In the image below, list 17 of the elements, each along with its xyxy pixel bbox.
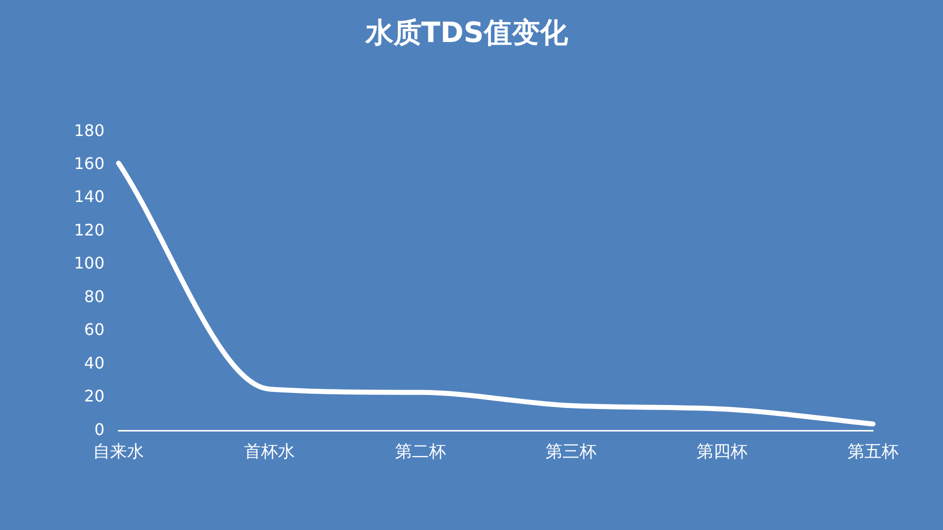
x-tick-label: 首杯水 <box>244 442 295 462</box>
y-tick-label: 100 <box>74 254 105 273</box>
y-tick-label: 180 <box>74 120 105 140</box>
y-tick-label: 140 <box>74 187 105 206</box>
x-tick-label: 第五杯 <box>848 442 898 462</box>
y-tick-label: 20 <box>84 386 105 406</box>
x-tick-label: 第二杯 <box>394 442 446 462</box>
x-tick-label: 自来水 <box>93 442 144 462</box>
y-tick-label: 80 <box>84 286 105 306</box>
y-tick-label: 60 <box>84 320 105 340</box>
y-tick-label: 120 <box>74 220 105 240</box>
y-tick-label: 160 <box>74 154 105 173</box>
x-tick-label: 第四杯 <box>696 442 748 462</box>
chart-title: 水质TDS值变化 <box>364 16 569 50</box>
y-tick-label: 40 <box>84 353 105 372</box>
x-tick-label: 第三杯 <box>546 442 597 462</box>
y-tick-label: 0 <box>94 420 105 439</box>
